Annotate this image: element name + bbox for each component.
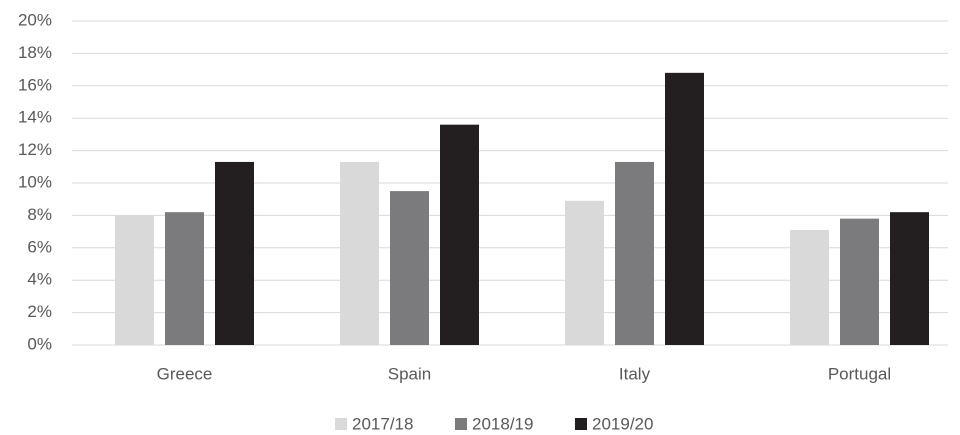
x-tick-label: Portugal xyxy=(828,364,891,383)
y-tick-label: 0% xyxy=(27,334,52,353)
bar xyxy=(115,215,154,345)
bar xyxy=(840,218,879,345)
y-tick-label: 16% xyxy=(18,75,52,94)
y-tick-label: 20% xyxy=(18,10,52,29)
y-tick-label: 14% xyxy=(18,108,52,127)
legend-label: 2019/20 xyxy=(592,414,653,433)
bar xyxy=(615,161,654,345)
y-tick-label: 10% xyxy=(18,172,52,191)
bar xyxy=(165,212,204,345)
legend-swatch xyxy=(455,418,467,430)
legend-label: 2018/19 xyxy=(472,414,533,433)
bar xyxy=(890,212,929,345)
bar xyxy=(215,161,254,345)
y-tick-label: 4% xyxy=(27,270,52,289)
bar xyxy=(340,161,379,345)
legend-swatch xyxy=(335,418,347,430)
y-tick-label: 2% xyxy=(27,302,52,321)
x-tick-label: Italy xyxy=(619,364,651,383)
y-tick-label: 8% xyxy=(27,205,52,224)
y-tick-label: 6% xyxy=(27,237,52,256)
y-tick-label: 12% xyxy=(18,140,52,159)
bar xyxy=(440,124,479,346)
legend-label: 2017/18 xyxy=(352,414,413,433)
bar xyxy=(390,191,429,345)
bar xyxy=(790,229,829,345)
bar xyxy=(665,72,704,345)
x-tick-label: Spain xyxy=(388,364,431,383)
x-tick-label: Greece xyxy=(157,364,213,383)
y-tick-label: 18% xyxy=(18,43,52,62)
bar xyxy=(565,200,604,345)
legend-swatch xyxy=(575,418,587,430)
